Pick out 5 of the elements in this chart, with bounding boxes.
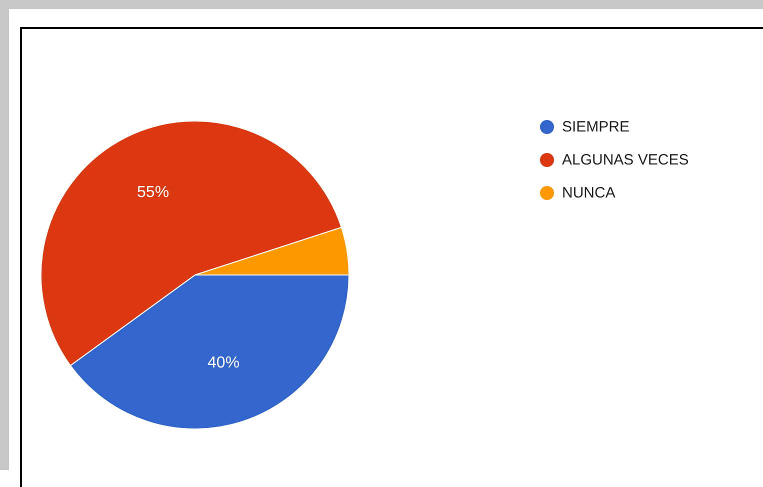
data-label: 55% <box>137 184 170 202</box>
legend-label: NUNCA <box>562 184 616 202</box>
legend-label: SIEMPRE <box>562 118 630 136</box>
legend-label: ALGUNAS VECES <box>562 152 689 168</box>
data-label: 40% <box>208 354 240 372</box>
